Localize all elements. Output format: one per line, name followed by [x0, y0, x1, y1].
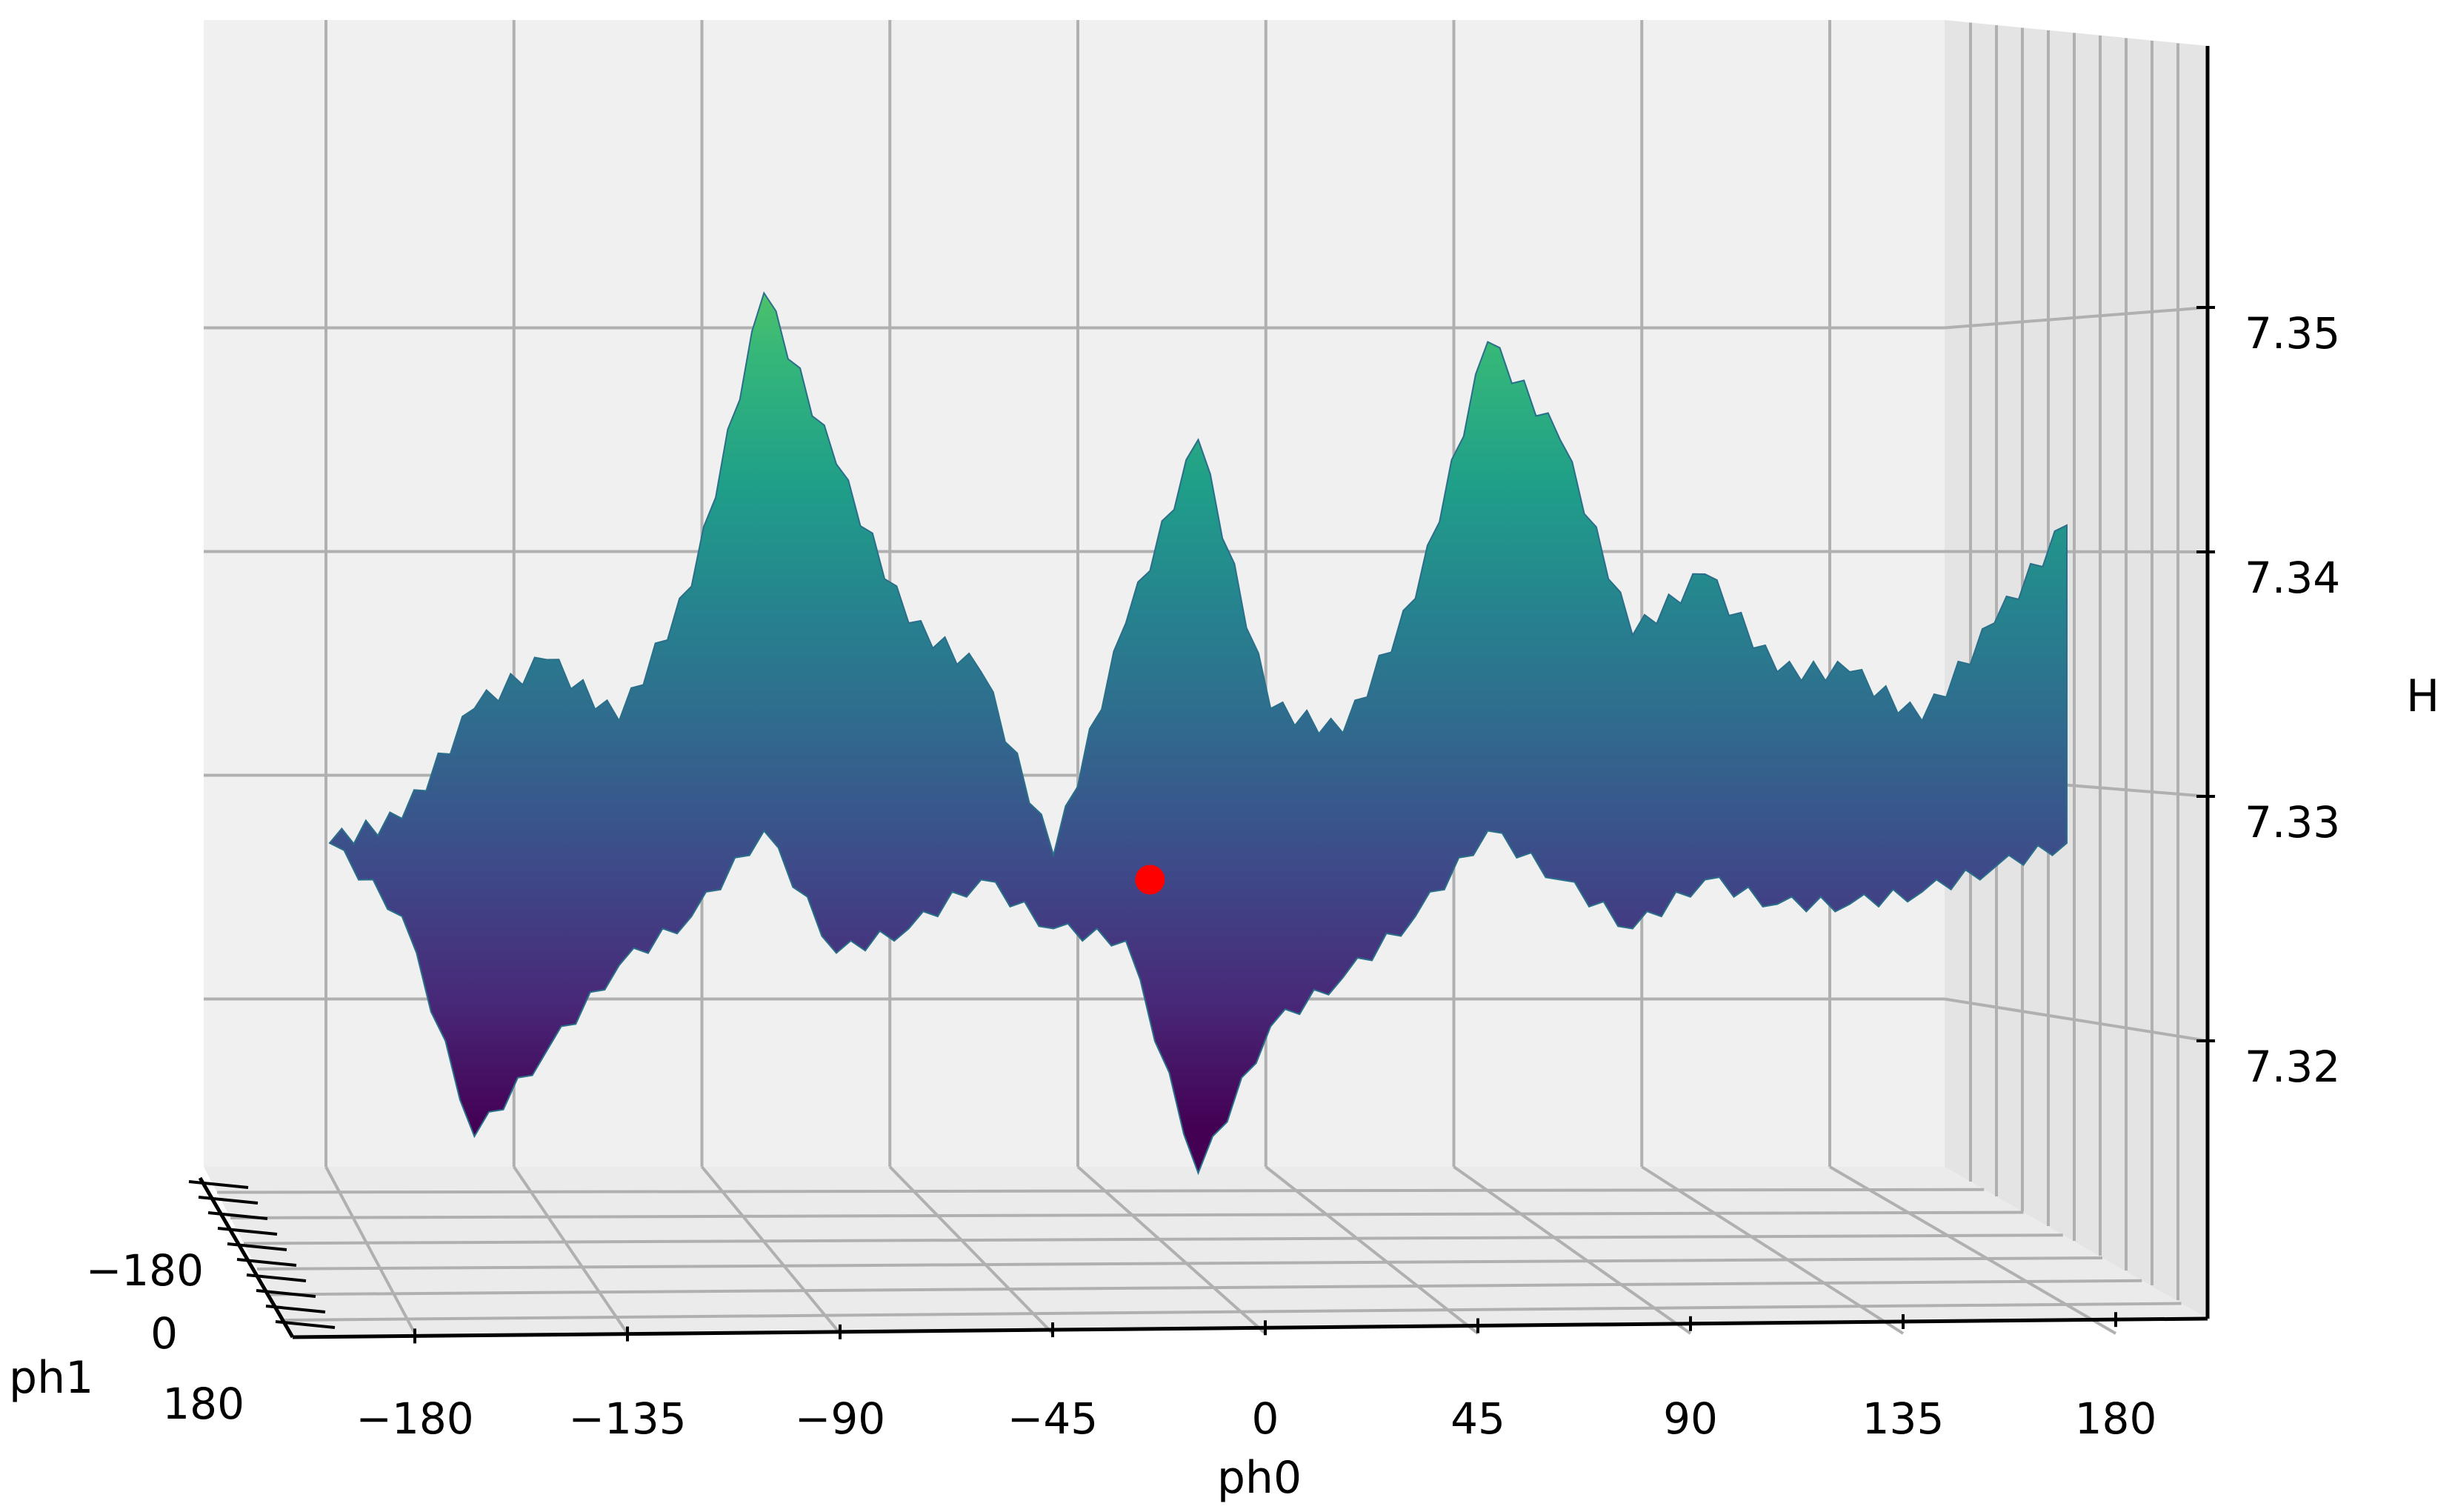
grid-floor-diagonal	[1076, 1165, 1267, 1335]
grid-floor-line	[243, 1233, 2063, 1245]
right-side-pane	[1945, 20, 2208, 1319]
x-axis-ticks: −180 −135 −90 −45 0 45 90 135 180	[356, 1312, 2156, 1444]
surface	[328, 291, 2068, 1176]
surface-body	[328, 291, 2068, 1176]
y-axis-label: ph1	[9, 1352, 93, 1404]
z-tick-label: 7.32	[2245, 1042, 2340, 1092]
x-tick-label: 45	[1450, 1393, 1505, 1444]
grid-lines	[204, 20, 2208, 1335]
x-tick-label: −45	[1007, 1393, 1098, 1444]
y-tick-mark	[265, 1305, 326, 1313]
grid-floor-diagonal	[700, 1165, 842, 1335]
y-tick-label: −180	[86, 1245, 204, 1296]
grid-floor-diagonal	[1453, 1165, 1692, 1335]
grid-floor-line	[270, 1279, 2142, 1296]
x-tick-label: 90	[1663, 1393, 1718, 1444]
x-tick-label: −90	[795, 1393, 885, 1444]
grid-floor-diagonal	[324, 1166, 416, 1334]
y-tick-mark	[236, 1258, 297, 1267]
y-tick-mark	[246, 1273, 307, 1282]
y-tick-mark	[217, 1227, 278, 1236]
z-axis-label: H	[2406, 670, 2439, 722]
grid-side-line	[1944, 550, 2208, 553]
grid-floor-line	[283, 1302, 2182, 1322]
y-tick-mark	[227, 1242, 287, 1251]
z-tick-label: 7.35	[2245, 308, 2340, 359]
x-tick-label: −180	[356, 1393, 473, 1444]
y-tick-mark	[275, 1320, 336, 1329]
grid-floor-diagonal	[888, 1165, 1054, 1335]
grid-floor-diagonal	[513, 1165, 629, 1335]
grid-floor-diagonal	[1265, 1165, 1479, 1335]
x-tick-label: 180	[2075, 1393, 2157, 1444]
grid-side-line	[1944, 997, 2208, 1042]
x-tick-label: 0	[1252, 1393, 1279, 1444]
grid-floor-line	[230, 1210, 2024, 1219]
y-tick-mark	[198, 1196, 259, 1205]
highlight-point-marker	[1135, 865, 1165, 895]
y-tick-label: 0	[150, 1308, 178, 1359]
x-axis-line	[292, 1316, 2208, 1339]
y-tick-mark	[256, 1289, 316, 1298]
y-tick-mark	[188, 1180, 249, 1189]
z-tick-label: 7.34	[2245, 553, 2340, 603]
z-axis-ticks: 7.32 7.33 7.34 7.35	[2196, 306, 2340, 1092]
y-axis-ticks: −180 0 180	[86, 1180, 336, 1429]
y-axis-line	[198, 1176, 295, 1339]
y-tick-label: 180	[162, 1379, 244, 1429]
x-tick-label: −135	[568, 1393, 686, 1444]
x-axis-label: ph0	[1217, 1452, 1302, 1504]
grid-floor-line	[216, 1188, 1985, 1194]
axis-lines	[198, 46, 2210, 1339]
grid-side-line	[1944, 306, 2208, 330]
grid-floor-line	[256, 1256, 2103, 1270]
z-tick-label: 7.33	[2245, 797, 2340, 847]
y-tick-mark	[207, 1211, 268, 1220]
x-tick-label: 135	[1862, 1393, 1945, 1444]
